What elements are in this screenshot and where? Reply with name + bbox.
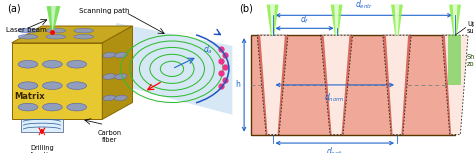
Ellipse shape bbox=[46, 28, 66, 33]
Text: $d_f$: $d_f$ bbox=[300, 13, 309, 26]
Ellipse shape bbox=[18, 28, 38, 33]
Polygon shape bbox=[266, 5, 279, 35]
Text: Matrix: Matrix bbox=[14, 92, 45, 101]
Text: (a): (a) bbox=[7, 3, 21, 13]
Polygon shape bbox=[341, 35, 353, 135]
Polygon shape bbox=[270, 5, 275, 35]
Ellipse shape bbox=[67, 82, 87, 90]
Text: $d_{exit}$: $d_{exit}$ bbox=[326, 145, 343, 153]
Text: Scanning path: Scanning path bbox=[79, 8, 130, 14]
Ellipse shape bbox=[115, 52, 127, 58]
Text: $d_{norm}$: $d_{norm}$ bbox=[325, 91, 345, 104]
Polygon shape bbox=[442, 35, 468, 135]
Ellipse shape bbox=[103, 74, 116, 79]
Text: $d_{entr}$: $d_{entr}$ bbox=[355, 0, 373, 11]
Ellipse shape bbox=[74, 34, 93, 39]
Ellipse shape bbox=[115, 95, 127, 101]
Text: Laser beam: Laser beam bbox=[6, 27, 46, 33]
Text: Drilling
direction: Drilling direction bbox=[27, 145, 56, 153]
Ellipse shape bbox=[18, 82, 38, 90]
Polygon shape bbox=[46, 6, 61, 32]
Polygon shape bbox=[12, 43, 102, 119]
Polygon shape bbox=[12, 26, 132, 43]
Polygon shape bbox=[102, 26, 132, 119]
Text: Shielding
zone: Shielding zone bbox=[467, 54, 474, 67]
Bar bbox=[251, 35, 455, 135]
Bar bbox=[21, 119, 63, 132]
Polygon shape bbox=[391, 5, 403, 35]
Bar bbox=[448, 35, 461, 85]
Polygon shape bbox=[442, 35, 451, 135]
Polygon shape bbox=[257, 35, 288, 135]
Ellipse shape bbox=[43, 103, 62, 111]
Ellipse shape bbox=[18, 60, 38, 68]
Polygon shape bbox=[453, 5, 457, 35]
Ellipse shape bbox=[43, 60, 62, 68]
Ellipse shape bbox=[43, 82, 62, 90]
Polygon shape bbox=[383, 35, 392, 135]
Ellipse shape bbox=[74, 28, 93, 33]
Polygon shape bbox=[401, 35, 411, 135]
Text: Carbon
fiber: Carbon fiber bbox=[97, 130, 121, 143]
Polygon shape bbox=[331, 5, 342, 35]
Polygon shape bbox=[320, 35, 353, 135]
Polygon shape bbox=[257, 35, 267, 135]
Polygon shape bbox=[116, 23, 232, 115]
Polygon shape bbox=[51, 6, 56, 32]
Ellipse shape bbox=[67, 103, 87, 111]
Ellipse shape bbox=[115, 74, 127, 79]
Ellipse shape bbox=[67, 60, 87, 68]
Polygon shape bbox=[449, 5, 461, 35]
Ellipse shape bbox=[103, 52, 116, 58]
Text: (b): (b) bbox=[239, 3, 253, 13]
Ellipse shape bbox=[46, 34, 66, 39]
Polygon shape bbox=[383, 35, 411, 135]
Polygon shape bbox=[394, 5, 399, 35]
Text: Upper
surface: Upper surface bbox=[467, 21, 474, 34]
Ellipse shape bbox=[18, 34, 38, 39]
Text: h: h bbox=[236, 80, 241, 89]
Ellipse shape bbox=[103, 95, 116, 101]
Ellipse shape bbox=[18, 103, 38, 111]
Polygon shape bbox=[277, 35, 288, 135]
Polygon shape bbox=[334, 5, 339, 35]
Text: $d_a$: $d_a$ bbox=[203, 44, 213, 56]
Polygon shape bbox=[320, 35, 331, 135]
